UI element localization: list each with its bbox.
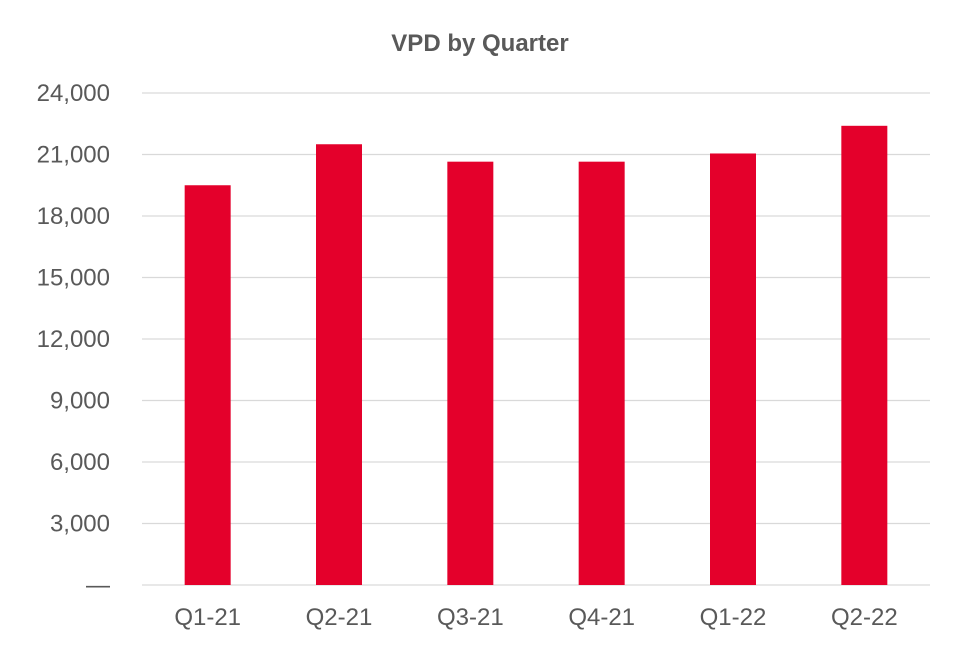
y-axis: — 3,000 6,000 9,000 12,000 15,000 18,000 21,000… — [37, 80, 110, 599]
y-tick-label: — — [86, 572, 110, 599]
bar — [841, 125, 888, 586]
gridlines — [142, 92, 930, 586]
y-tick-label: 6,000 — [50, 449, 110, 476]
x-tick-label: Q1-21 — [174, 604, 241, 631]
x-tick-label: Q1-22 — [700, 604, 767, 631]
x-tick-label: Q2-21 — [306, 604, 373, 631]
y-tick-label: 15,000 — [37, 265, 110, 292]
x-tick-label: Q4-21 — [568, 604, 635, 631]
y-tick-label: 3,000 — [50, 511, 110, 538]
y-tick-label: 24,000 — [37, 80, 110, 107]
y-tick-label: 21,000 — [37, 142, 110, 169]
y-tick-label: 9,000 — [50, 388, 110, 415]
bar — [710, 153, 756, 585]
x-tick-label: Q3-21 — [437, 604, 504, 631]
y-tick-label: 18,000 — [37, 203, 110, 230]
x-axis: Q1-21 Q2-21 Q3-21 Q4-21 Q1-22 Q2-22 — [174, 604, 897, 631]
y-tick-label: 12,000 — [37, 326, 110, 353]
bar — [578, 161, 625, 586]
chart-title: VPD by Quarter — [391, 30, 568, 57]
bar — [184, 185, 231, 585]
bar — [447, 161, 494, 586]
bar — [316, 144, 362, 585]
bars — [184, 125, 888, 586]
x-tick-label: Q2-22 — [831, 604, 898, 631]
